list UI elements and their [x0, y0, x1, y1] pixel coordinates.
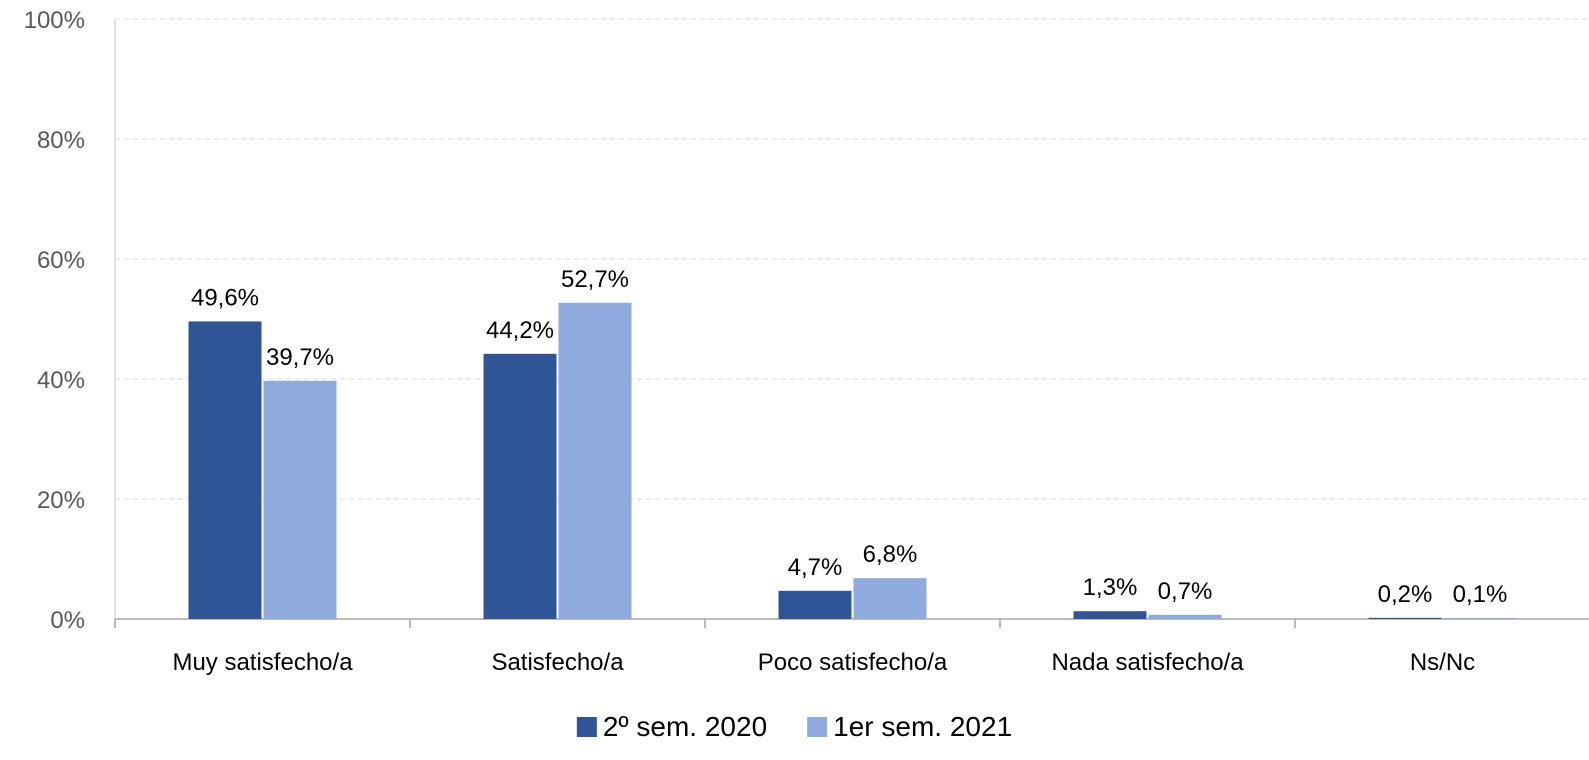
bars [188, 302, 1517, 619]
y-axis-ticks: 0% 20% 40% 60% 80% 100% [24, 7, 85, 634]
bar-series2 [1148, 614, 1222, 619]
bar-series2 [853, 578, 927, 619]
x-tick-label: Nada satisfecho/a [1051, 649, 1244, 676]
x-tick-label: Poco satisfecho/a [758, 649, 948, 676]
y-tick-label: 0% [50, 607, 85, 634]
y-tick-label: 80% [37, 127, 85, 154]
axes [114, 19, 1589, 628]
legend-label: 1er sem. 2021 [833, 711, 1012, 742]
data-label: 39,7% [266, 344, 334, 371]
y-tick-label: 20% [37, 487, 85, 514]
bar-series2 [1443, 618, 1517, 619]
bar-series1 [778, 590, 852, 619]
bar-series1 [188, 321, 262, 619]
data-labels: 49,6% 39,7% 44,2% 52,7% 4,7% 6,8% 1,3% 0,7% 0,2%… [191, 266, 1507, 608]
legend-swatch [807, 717, 828, 737]
data-label: 0,1% [1453, 581, 1508, 608]
y-tick-label: 100% [24, 7, 85, 34]
bar-series1 [1073, 611, 1147, 619]
legend: 2º sem. 2020 1er sem. 2021 [576, 711, 1012, 742]
data-label: 44,2% [486, 317, 554, 344]
legend-swatch [576, 717, 597, 737]
x-tick-label: Ns/Nc [1410, 649, 1475, 676]
data-label: 4,7% [788, 554, 843, 581]
data-label: 6,8% [863, 541, 918, 568]
bar-series2 [263, 380, 337, 619]
x-tick-label: Muy satisfecho/a [172, 649, 353, 676]
x-tick-label: Satisfecho/a [491, 649, 624, 676]
data-label: 52,7% [561, 266, 629, 293]
bar-series2 [558, 302, 632, 619]
data-label: 0,7% [1158, 578, 1213, 605]
data-label: 49,6% [191, 284, 259, 311]
y-tick-label: 60% [37, 247, 85, 274]
bar-series1 [1368, 617, 1442, 619]
gridlines [115, 18, 1589, 500]
bar-series1 [483, 353, 557, 619]
data-label: 1,3% [1083, 574, 1138, 601]
y-tick-label: 40% [37, 367, 85, 394]
x-axis-ticks: Muy satisfecho/a Satisfecho/a Poco satisfe… [172, 649, 1475, 676]
legend-label: 2º sem. 2020 [603, 711, 767, 742]
data-label: 0,2% [1378, 581, 1433, 608]
